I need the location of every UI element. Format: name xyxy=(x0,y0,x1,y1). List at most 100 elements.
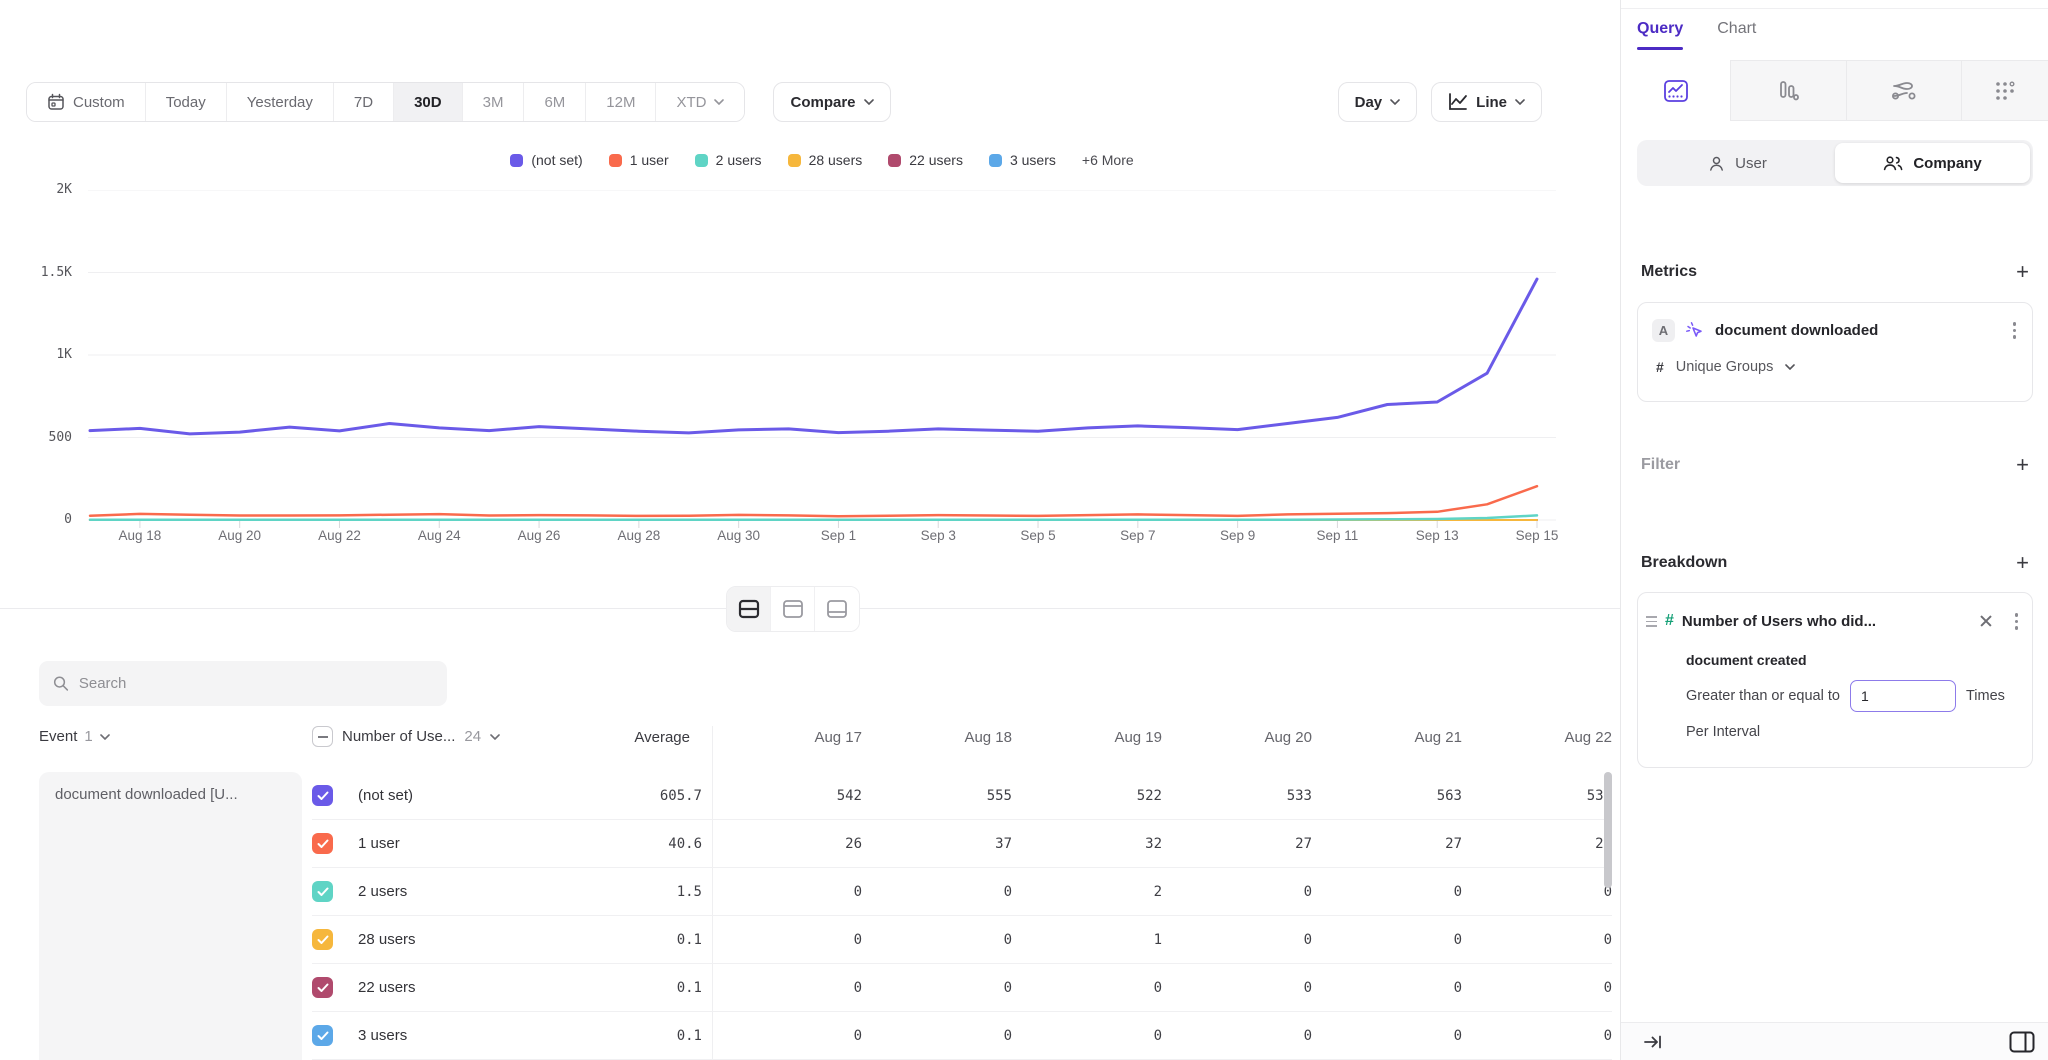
search-input[interactable] xyxy=(79,675,433,692)
legend-item[interactable]: 28 users xyxy=(788,152,863,168)
range-label: Yesterday xyxy=(247,94,313,111)
table-rows: (not set)605.75425555225335635371 user40… xyxy=(312,772,1612,1060)
range-custom-button[interactable]: Custom xyxy=(27,83,146,121)
legend-more-button[interactable]: +6 More xyxy=(1082,152,1134,168)
breakdown-event-name[interactable]: document created xyxy=(1638,634,2032,668)
toggle-right-panel-button[interactable] xyxy=(2009,1031,2035,1053)
legend-item[interactable]: (not set) xyxy=(510,152,582,168)
metric-letter-badge: A xyxy=(1652,319,1675,342)
row-value: 0 xyxy=(1312,1028,1462,1044)
row-value: 28 xyxy=(1462,836,1612,852)
table-row: 28 users0.1001000 xyxy=(312,916,1612,964)
chevron-down-icon xyxy=(714,99,724,105)
range-6m-button[interactable]: 6M xyxy=(524,83,586,121)
condition-label: Greater than or equal to xyxy=(1686,688,1840,704)
range-xtd-button[interactable]: XTD xyxy=(656,83,744,121)
chart-only-view-button[interactable] xyxy=(771,587,815,631)
range-7d-button[interactable]: 7D xyxy=(334,83,394,121)
add-breakdown-button[interactable]: + xyxy=(2016,553,2029,573)
row-average: 0.1 xyxy=(572,980,702,996)
chart-type-tab-grid-dots[interactable] xyxy=(1962,60,2048,121)
add-filter-button[interactable]: + xyxy=(2016,455,2029,475)
panel-tabs: Query Chart xyxy=(1637,20,1756,50)
split-view-button[interactable] xyxy=(727,587,771,631)
legend-item[interactable]: 22 users xyxy=(888,152,963,168)
row-label: (not set) xyxy=(346,787,572,804)
select-all-checkbox[interactable] xyxy=(312,726,333,747)
range-30d-button[interactable]: 30D xyxy=(394,83,463,121)
chart-type-dropdown[interactable]: Line xyxy=(1431,82,1542,122)
metric-kebab-menu[interactable] xyxy=(2009,318,2021,343)
tab-query[interactable]: Query xyxy=(1637,20,1683,50)
check-icon xyxy=(317,935,329,945)
drag-handle-icon[interactable] xyxy=(1646,616,1657,627)
series-column-header[interactable]: Number of Use... 24 xyxy=(312,726,500,747)
collapse-panel-button[interactable] xyxy=(1643,1034,1663,1050)
legend-item[interactable]: 3 users xyxy=(989,152,1056,168)
chart-type-tab-line-chart[interactable] xyxy=(1621,60,1731,121)
row-value: 522 xyxy=(1012,788,1162,804)
row-value: 555 xyxy=(862,788,1012,804)
row-value: 537 xyxy=(1462,788,1612,804)
metric-card[interactable]: A document downloaded # Unique Groups xyxy=(1637,302,2033,402)
table-row: 2 users1.5002000 xyxy=(312,868,1612,916)
scope-company-label: Company xyxy=(1913,155,1981,172)
search-box[interactable] xyxy=(39,661,447,706)
row-value: 563 xyxy=(1312,788,1462,804)
row-average: 0.1 xyxy=(572,932,702,948)
legend-item[interactable]: 1 user xyxy=(609,152,669,168)
row-label: 1 user xyxy=(346,835,572,852)
legend-item[interactable]: 2 users xyxy=(695,152,762,168)
row-checkbox[interactable] xyxy=(312,881,333,902)
x-axis-tick: Aug 24 xyxy=(397,528,481,543)
range-3m-button[interactable]: 3M xyxy=(463,83,525,121)
chart-type-tab-flow-chart[interactable] xyxy=(1847,60,1962,121)
legend-swatch xyxy=(609,154,622,167)
row-checkbox[interactable] xyxy=(312,1025,333,1046)
event-row-label[interactable]: document downloaded [U... xyxy=(39,772,302,1060)
table-row: 22 users0.1000000 xyxy=(312,964,1612,1012)
row-value: 0 xyxy=(1312,884,1462,900)
row-checkbox[interactable] xyxy=(312,833,333,854)
check-icon xyxy=(317,887,329,897)
search-icon xyxy=(53,675,69,692)
chart-type-tab-bar-chart[interactable] xyxy=(1731,60,1847,121)
breakdown-kebab-menu[interactable] xyxy=(2011,609,2023,634)
table-only-view-button[interactable] xyxy=(815,587,859,631)
legend-label: 22 users xyxy=(909,152,963,168)
metric-aggregation-row[interactable]: # Unique Groups xyxy=(1638,343,2032,389)
range-today-button[interactable]: Today xyxy=(146,83,227,121)
x-axis-tick: Sep 3 xyxy=(896,528,980,543)
row-average: 605.7 xyxy=(572,788,702,804)
compare-button[interactable]: Compare xyxy=(773,82,890,122)
scope-user-segment[interactable]: User xyxy=(1640,143,1835,183)
series-column-label: Number of Use... xyxy=(342,728,455,745)
add-metric-button[interactable]: + xyxy=(2016,262,2029,282)
scope-company-segment[interactable]: Company xyxy=(1835,143,2030,183)
x-axis-tick: Sep 15 xyxy=(1495,528,1579,543)
interval-dropdown[interactable]: Day xyxy=(1338,82,1418,122)
date-range-toolbar: CustomToday Yesterday 7D30D3M6M12MXTD Comp… xyxy=(26,82,891,122)
row-checkbox[interactable] xyxy=(312,977,333,998)
check-icon xyxy=(317,1031,329,1041)
filter-title: Filter xyxy=(1641,456,1680,474)
event-column-header[interactable]: Event 1 xyxy=(39,728,110,745)
breakdown-property-name[interactable]: Number of Users who did... xyxy=(1682,613,1969,630)
date-column-header: Aug 19 xyxy=(1012,729,1162,746)
date-column-header: Aug 18 xyxy=(862,729,1012,746)
condition-value-input[interactable] xyxy=(1850,680,1956,712)
legend-label: 28 users xyxy=(809,152,863,168)
range-12m-button[interactable]: 12M xyxy=(586,83,656,121)
vertical-scrollbar[interactable] xyxy=(1604,772,1612,888)
grid-dots-icon xyxy=(1993,79,2017,103)
row-value: 0 xyxy=(1462,932,1612,948)
row-checkbox[interactable] xyxy=(312,785,333,806)
row-checkbox[interactable] xyxy=(312,929,333,950)
range-yesterday-button[interactable]: Yesterday xyxy=(227,83,334,121)
tab-chart[interactable]: Chart xyxy=(1717,20,1756,50)
x-axis-tick: Sep 1 xyxy=(796,528,880,543)
per-interval-label[interactable]: Per Interval xyxy=(1638,712,2032,756)
layout-toggle-group xyxy=(726,586,860,632)
close-icon[interactable] xyxy=(1977,612,1995,630)
y-axis-tick: 500 xyxy=(14,430,72,445)
